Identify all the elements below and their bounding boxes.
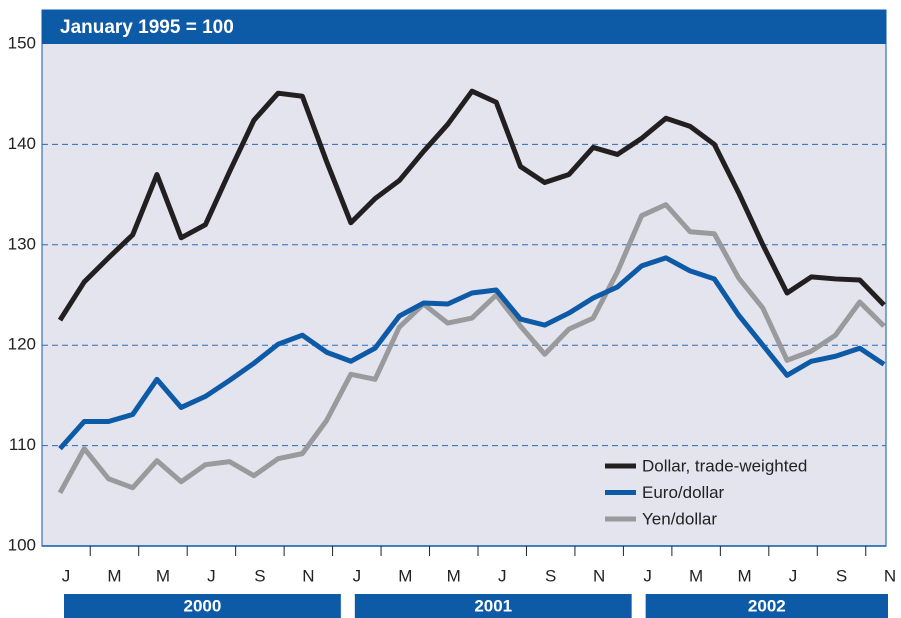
x-tick-label: M [447, 566, 461, 585]
year-label: 2000 [183, 596, 221, 615]
series-line [57, 202, 886, 494]
y-tick-label: 140 [8, 134, 36, 153]
series-line [58, 255, 886, 451]
x-tick-label: J [207, 566, 216, 585]
x-tick-label: M [689, 566, 703, 585]
x-tick-label: M [107, 566, 121, 585]
x-tick-label: N [884, 566, 896, 585]
x-tick-label: J [62, 566, 71, 585]
y-tick-label: 130 [8, 234, 36, 253]
x-tick-label: J [353, 566, 362, 585]
year-label: 2002 [748, 596, 786, 615]
y-tick-label: 120 [8, 335, 36, 354]
legend-label: Euro/dollar [642, 483, 725, 502]
x-tick-label: N [302, 566, 314, 585]
legend-label: Dollar, trade-weighted [642, 456, 807, 475]
x-tick-label: M [156, 566, 170, 585]
y-tick-label: 150 [8, 33, 36, 52]
x-tick-label: M [398, 566, 412, 585]
year-bar [64, 594, 341, 618]
x-tick-label: J [643, 566, 652, 585]
legend-label: Yen/dollar [642, 509, 717, 528]
year-bar [645, 594, 888, 618]
x-tick-label: M [738, 566, 752, 585]
year-label: 2001 [474, 596, 512, 615]
series-line [57, 88, 886, 322]
year-bar [354, 594, 632, 618]
y-tick-label: 100 [8, 535, 36, 554]
x-tick-label: S [254, 566, 265, 585]
x-tick-label: S [545, 566, 556, 585]
y-tick-label: 110 [9, 435, 36, 454]
header-bar [42, 10, 886, 44]
chart-title: January 1995 = 100 [60, 17, 234, 38]
x-tick-label: J [498, 566, 507, 585]
x-tick-label: S [836, 566, 847, 585]
x-tick-label: J [789, 566, 798, 585]
x-tick-label: N [593, 566, 605, 585]
